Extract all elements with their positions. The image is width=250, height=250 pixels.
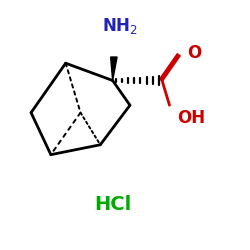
Text: O: O — [187, 44, 201, 62]
Text: OH: OH — [177, 109, 205, 127]
Polygon shape — [111, 57, 117, 80]
Text: HCl: HCl — [94, 194, 131, 214]
Text: NH$_2$: NH$_2$ — [102, 16, 138, 36]
